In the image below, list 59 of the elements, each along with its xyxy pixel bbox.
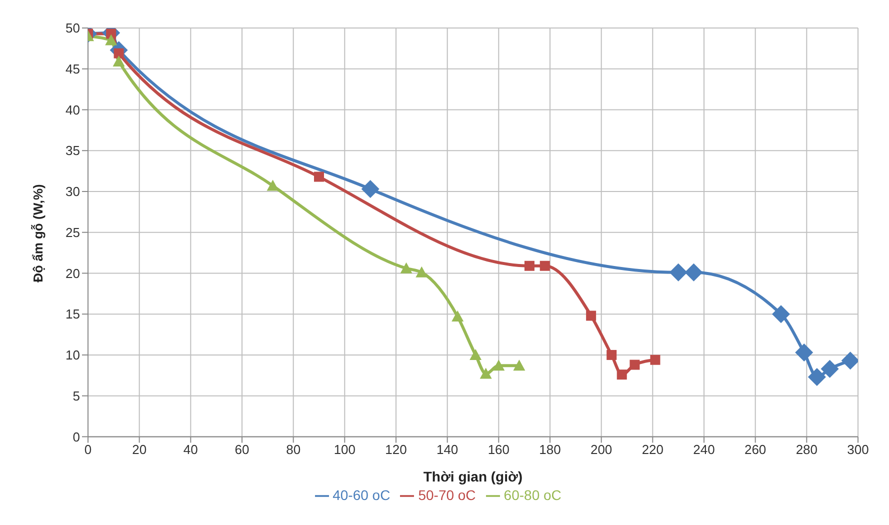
point [492, 360, 505, 371]
y-tick-label: 25 [66, 224, 80, 240]
x-tick-label: 80 [286, 442, 301, 457]
y-axis-title: Độ ẩm gỗ (W,%) [30, 184, 46, 282]
x-tick-label: 260 [744, 442, 766, 457]
x-tick-label: 160 [488, 442, 510, 457]
point [540, 260, 550, 271]
point [470, 348, 482, 360]
x-tick-label: 180 [539, 442, 561, 457]
point [112, 56, 125, 67]
y-tick-label: 0 [72, 429, 80, 444]
point [314, 172, 324, 182]
y-tick-label: 50 [66, 20, 80, 36]
x-tick-label: 140 [436, 442, 458, 457]
point [616, 370, 627, 380]
x-tick-label: 220 [642, 442, 664, 457]
point [524, 260, 534, 271]
x-tick-label: 120 [385, 442, 407, 457]
point [452, 310, 464, 322]
point [808, 368, 826, 386]
point [606, 350, 617, 360]
y-tick-label: 15 [66, 306, 80, 322]
point [795, 344, 814, 362]
point [416, 266, 428, 278]
x-tick-label: 60 [234, 442, 250, 457]
point [114, 48, 124, 58]
x-tick-label: 200 [590, 442, 612, 457]
legend-label: 50-70 oC [418, 486, 476, 503]
y-tick-label: 40 [66, 102, 80, 118]
point [513, 360, 526, 371]
x-axis-title: Thời gian (giờ) [423, 468, 523, 485]
point [772, 305, 790, 324]
point [684, 263, 703, 282]
x-tick-label: 240 [693, 442, 715, 457]
y-tick-label: 45 [66, 61, 80, 76]
point [841, 352, 858, 370]
point [820, 360, 839, 378]
point [361, 180, 380, 198]
point [400, 262, 412, 274]
x-tick-label: 300 [847, 442, 869, 457]
point [266, 180, 279, 191]
legend-label: 60-80 oC [504, 486, 562, 503]
y-tick-label: 30 [66, 184, 80, 200]
x-tick-label: 20 [132, 442, 147, 457]
x-tick-label: 100 [334, 442, 356, 457]
point [650, 354, 660, 365]
legend-label: 40-60 oC [332, 486, 390, 503]
point [630, 360, 640, 370]
point [480, 368, 492, 379]
y-tick-label: 20 [66, 266, 80, 281]
point [669, 263, 688, 282]
x-tick-label: 0 [84, 442, 92, 457]
y-tick-label: 35 [66, 143, 80, 158]
x-tick-label: 280 [796, 442, 818, 457]
y-tick-label: 10 [66, 348, 80, 363]
point [586, 310, 596, 321]
x-tick-label: 40 [183, 442, 198, 457]
point [105, 34, 118, 46]
y-tick-label: 5 [72, 388, 80, 404]
